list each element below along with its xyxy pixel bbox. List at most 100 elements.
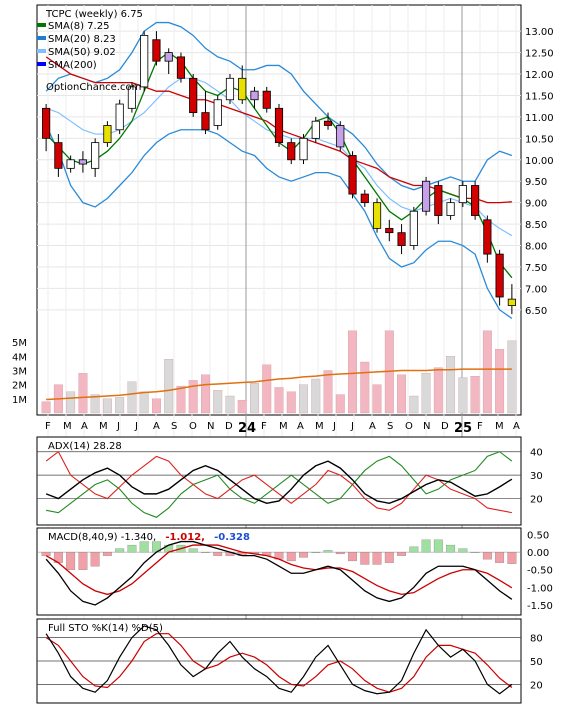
candle-body [360, 193, 369, 204]
stochastic-lines: 80 50 20 [37, 625, 543, 695]
volume-bar [66, 391, 76, 414]
macd-signal-value: -1.012, [165, 532, 205, 543]
volume-tick-label: 2M [12, 381, 27, 392]
volume-bar [311, 378, 321, 414]
candle-body [176, 56, 186, 79]
adx-tick-label: 30 [530, 471, 543, 482]
x-axis-months: F M A M J J A S O N D 24 F M A M J J A S O N D 25 F M A [45, 421, 520, 436]
adx-tick-label: 20 [530, 495, 543, 506]
candle-body [495, 253, 504, 298]
candle-body [201, 112, 210, 131]
month-label: A [297, 421, 304, 432]
macd-lines: 0.50 0.00 -0.50 -1.00 -1.50 [37, 531, 553, 612]
macd-histogram-bar [323, 550, 333, 553]
macd-histogram-bar [360, 551, 370, 565]
month-label: S [171, 421, 177, 432]
volume-tick-label: 5M [12, 338, 27, 349]
adx-label: ADX(14) 28.28 [48, 441, 122, 452]
macd-tick-label: -1.00 [527, 583, 553, 594]
price-tick-label: 12.50 [525, 49, 554, 60]
adx-lines: 40 30 20 [37, 448, 543, 518]
month-label: A [369, 421, 376, 432]
price-tick-label: 7.50 [525, 263, 547, 274]
candle-body [164, 52, 173, 62]
macd-tick-label: -1.50 [527, 601, 553, 612]
stochastic-panel: 80 50 20 Full STO %K(14) %D(5) [36, 618, 543, 704]
macd-tick-label: 0.50 [527, 531, 549, 542]
volume-bar [78, 373, 88, 414]
macd-histogram-bar [446, 544, 456, 553]
macd-histogram-bar [495, 551, 505, 563]
candle-body [238, 77, 247, 101]
price-tick-label: 8.00 [525, 242, 547, 253]
volume-bars [41, 330, 517, 414]
chart-title: TCPC (weekly) 6.75 [45, 9, 143, 20]
macd-histogram-bar [188, 548, 198, 553]
month-label: M [279, 421, 288, 432]
bollinger-lower-line [45, 125, 513, 319]
macd-signal-line [45, 544, 513, 596]
month-label: F [45, 421, 51, 432]
candle-body [483, 219, 492, 255]
volume-bar [397, 374, 407, 414]
month-label: A [81, 421, 88, 432]
volume-bar [41, 401, 51, 414]
price-tick-label: 13.00 [525, 27, 554, 38]
price-tick-label: 8.50 [525, 220, 547, 231]
macd-histogram-bar [78, 551, 88, 570]
volume-bar [433, 367, 443, 414]
volume-bar [372, 384, 382, 414]
macd-histogram-bar [90, 551, 100, 567]
volume-tick-label: 1M [12, 395, 27, 406]
macd-histogram-bar [433, 539, 443, 553]
macd-histogram-bar [409, 546, 419, 553]
volume-bar [139, 391, 149, 414]
volume-bar [458, 377, 468, 414]
volume-tick-label: 4M [12, 352, 27, 363]
volume-bar [225, 395, 235, 414]
macd-histogram-bar [311, 551, 321, 553]
candle-body [115, 103, 124, 131]
legend-entry: SMA(8) 7.25 [48, 21, 109, 32]
month-label: M [315, 421, 324, 432]
candle-body [140, 35, 149, 88]
candle-body [336, 125, 345, 148]
bollinger-upper-line [45, 21, 513, 191]
macd-panel: 0.50 0.00 -0.50 -1.00 -1.50 MACD(8,40,9) -1.… [36, 527, 553, 616]
month-label: A [153, 421, 160, 432]
price-tick-label: 11.50 [525, 91, 554, 102]
candle-body [409, 210, 418, 246]
svg-text:MACD(8,40,9) -1.340, -1.: MACD(8,40,9) -1.340, -1.012, -0.328 [48, 532, 250, 543]
candle-body [385, 227, 394, 234]
volume-bar [90, 394, 100, 414]
legend-swatch [37, 23, 46, 27]
macd-histogram-bar [348, 551, 357, 562]
candle-body [507, 298, 516, 306]
candle-body [91, 142, 100, 169]
candle-body [458, 185, 467, 204]
macd-histogram-bar [335, 551, 345, 555]
candle-body [54, 142, 63, 169]
candle-body [127, 86, 137, 109]
price-tick-label: 9.00 [525, 199, 547, 210]
candle-body [299, 137, 308, 161]
candle-body [66, 159, 75, 169]
month-label: J [116, 421, 120, 432]
candle-body [250, 90, 259, 101]
volume-bar [299, 384, 308, 414]
candle-body [397, 232, 406, 246]
candle-body [103, 125, 112, 144]
macd-histogram-bar [421, 539, 431, 553]
volume-bar [164, 359, 174, 414]
month-label: F [261, 421, 267, 432]
adx-line [45, 460, 513, 504]
adx-panel: 40 30 20 ADX(14) 28.28 [36, 436, 543, 526]
year-label: 25 [454, 421, 472, 436]
candle-body [152, 39, 161, 62]
volume-bar [446, 356, 456, 414]
macd-histogram-bar [507, 551, 517, 564]
candle-body [311, 120, 320, 139]
month-label: J [350, 421, 354, 432]
month-label: O [405, 421, 413, 432]
